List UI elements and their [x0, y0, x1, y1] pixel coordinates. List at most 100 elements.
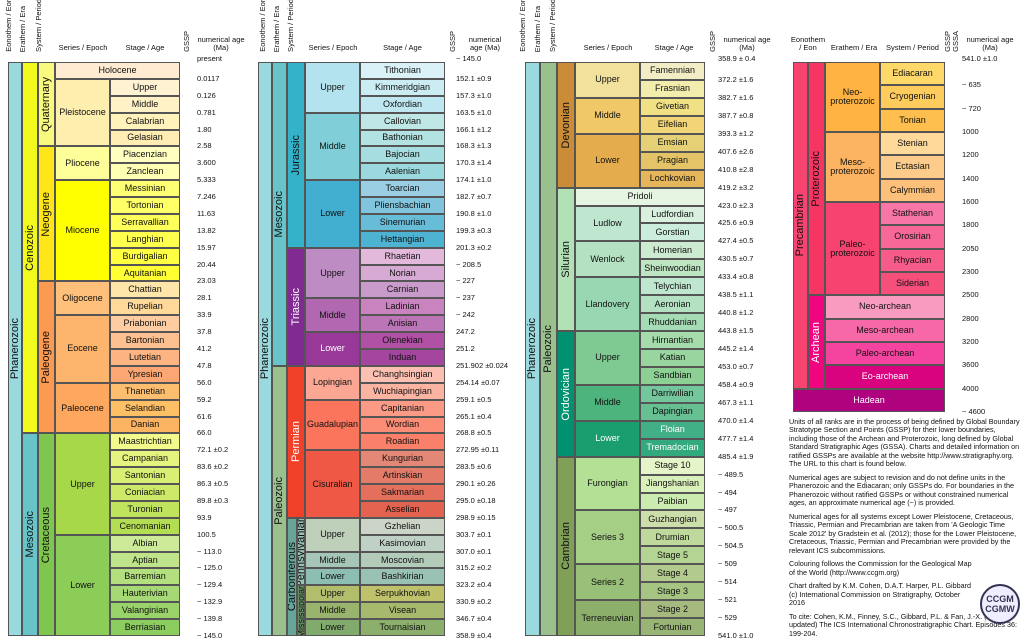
- unit-box: Orosirian: [880, 225, 945, 249]
- unit-name: Maastrichtian: [118, 436, 172, 447]
- age-label: present: [197, 54, 223, 63]
- unit-box: Sandbian: [640, 366, 705, 385]
- note: Units of all ranks are in the process of…: [789, 417, 1020, 469]
- unit-box: Hauterivian: [110, 585, 180, 603]
- unit-name: Bajocian: [385, 149, 420, 160]
- age-label: 199.3 ±0.3: [456, 225, 492, 235]
- age-label: ~ 497: [718, 505, 737, 515]
- unit-name: Homerian: [652, 244, 692, 255]
- note: Chart drafted by K.M. Cohen, D.A.T. Harp…: [789, 581, 972, 608]
- age-label: ~ 237: [456, 293, 475, 303]
- unit-name: Hadean: [853, 394, 885, 405]
- unit-name: Paleogene: [40, 331, 52, 384]
- unit-name: Orosirian: [894, 231, 931, 242]
- unit-name: Aquitanian: [123, 267, 167, 278]
- age-label: ~ 113.0: [197, 546, 222, 556]
- unit-name: Hauterivian: [122, 588, 168, 599]
- column-header: Stage / Age: [115, 2, 175, 52]
- unit-name: Devonian: [559, 101, 572, 149]
- unit-box: Anisian: [360, 315, 445, 333]
- unit-name: Oxfordian: [382, 98, 423, 109]
- unit-name: Tonian: [899, 114, 926, 125]
- column-header-text: System / Period: [286, 0, 296, 52]
- unit-box: Terreneuvian: [575, 600, 640, 636]
- unit-box: Priabonian: [110, 315, 180, 333]
- unit-box: Lower: [305, 180, 360, 248]
- unit-box: Tortonian: [110, 197, 180, 214]
- column-header: Series / Epoch: [58, 2, 108, 52]
- column-header-text: GSSP: [448, 31, 458, 52]
- unit-box: Archean: [808, 295, 825, 389]
- unit-box: Frasnian: [640, 79, 705, 98]
- age-label: 440.8 ±1.2: [718, 308, 754, 318]
- age-label: ~ 720: [962, 103, 981, 113]
- age-label: 201.3 ±0.2: [456, 242, 492, 252]
- unit-box: Jurassic: [287, 62, 305, 248]
- age-label: 47.8: [197, 360, 212, 370]
- age-label: 485.4 ±1.9: [718, 451, 754, 461]
- unit-box: Middle: [575, 384, 640, 421]
- unit-name: Phanerozoic: [8, 318, 21, 380]
- unit-name: Ordovician: [559, 367, 572, 421]
- unit-box: Triassic: [287, 247, 305, 366]
- unit-box: Telychian: [640, 277, 705, 296]
- unit-box: Upper: [305, 585, 360, 603]
- unit-box: Moscovian: [360, 551, 445, 569]
- age-label: 166.1 ±1.2: [456, 124, 492, 134]
- unit-box: Callovian: [360, 112, 445, 130]
- unit-box: Ypresian: [110, 365, 180, 383]
- unit-box: Eocene: [55, 315, 110, 383]
- unit-name: Phanerozoic: [526, 318, 538, 380]
- age-label: 23.03: [197, 276, 216, 286]
- unit-box: Wuchiapingian: [360, 382, 445, 400]
- unit-name: Miocene: [65, 225, 100, 236]
- unit-box: Upper: [305, 247, 360, 299]
- age-label: 1400: [962, 173, 979, 183]
- unit-box: Bashkirian: [360, 568, 445, 586]
- age-label: 443.8 ±1.5: [718, 326, 754, 336]
- unit-box: Llandovery: [575, 277, 640, 332]
- unit-name: Jiangshanian: [645, 478, 700, 489]
- age-label: 15.97: [197, 242, 216, 252]
- unit-box: Sinemurian: [360, 213, 445, 231]
- unit-box: Chattian: [110, 281, 180, 299]
- age-label: 307.0 ±0.1: [456, 546, 492, 556]
- unit-name: Middle: [319, 309, 346, 320]
- unit-box: Stage 3: [640, 582, 705, 601]
- unit-box: Visean: [360, 602, 445, 620]
- age-label: 410.8 ±2.8: [718, 164, 754, 174]
- unit-box: Hirnantian: [640, 331, 705, 349]
- unit-name: Albian: [132, 537, 158, 548]
- age-label: 41.2: [197, 344, 212, 353]
- unit-box: Aptian: [110, 551, 180, 569]
- notes: Units of all ranks are in the process of…: [789, 417, 1021, 643]
- age-label: 330.9 ±0.2: [456, 597, 492, 607]
- unit-name: Messinian: [124, 183, 166, 194]
- unit-name: Stage 3: [656, 585, 689, 596]
- unit-box: Rupelian: [110, 298, 180, 316]
- unit-box: Bajocian: [360, 146, 445, 164]
- unit-name: Middle: [319, 554, 346, 565]
- unit-box: Phanerozoic: [525, 62, 540, 636]
- unit-box: Upper: [110, 78, 180, 96]
- age-label: ~ 145.0: [197, 631, 223, 640]
- unit-name: Famennian: [649, 65, 696, 76]
- column-header-text: GSSP: [182, 31, 192, 52]
- unit-box: Darriwilian: [640, 384, 705, 403]
- unit-name: Upper: [132, 81, 158, 92]
- unit-name: Llandovery: [585, 298, 630, 309]
- unit-name: Gelasian: [127, 132, 163, 143]
- age-label: 2050: [962, 243, 979, 253]
- age-label: 247.2: [456, 327, 475, 337]
- unit-box: Maastrichtian: [110, 433, 180, 451]
- unit-box: Neo-proterozoic: [825, 62, 880, 132]
- unit-box: Wordian: [360, 416, 445, 434]
- unit-name: Gorstian: [655, 226, 690, 237]
- unit-name: Meso-archean: [856, 324, 914, 335]
- age-label: 182.7 ±0.7: [456, 192, 492, 202]
- age-label: 61.6: [197, 411, 212, 421]
- unit-name: Pridoli: [627, 191, 653, 202]
- age-label: ~ 129.4: [197, 580, 223, 590]
- age-label: 168.3 ±1.3: [456, 141, 492, 151]
- unit-box: Upper: [305, 517, 360, 552]
